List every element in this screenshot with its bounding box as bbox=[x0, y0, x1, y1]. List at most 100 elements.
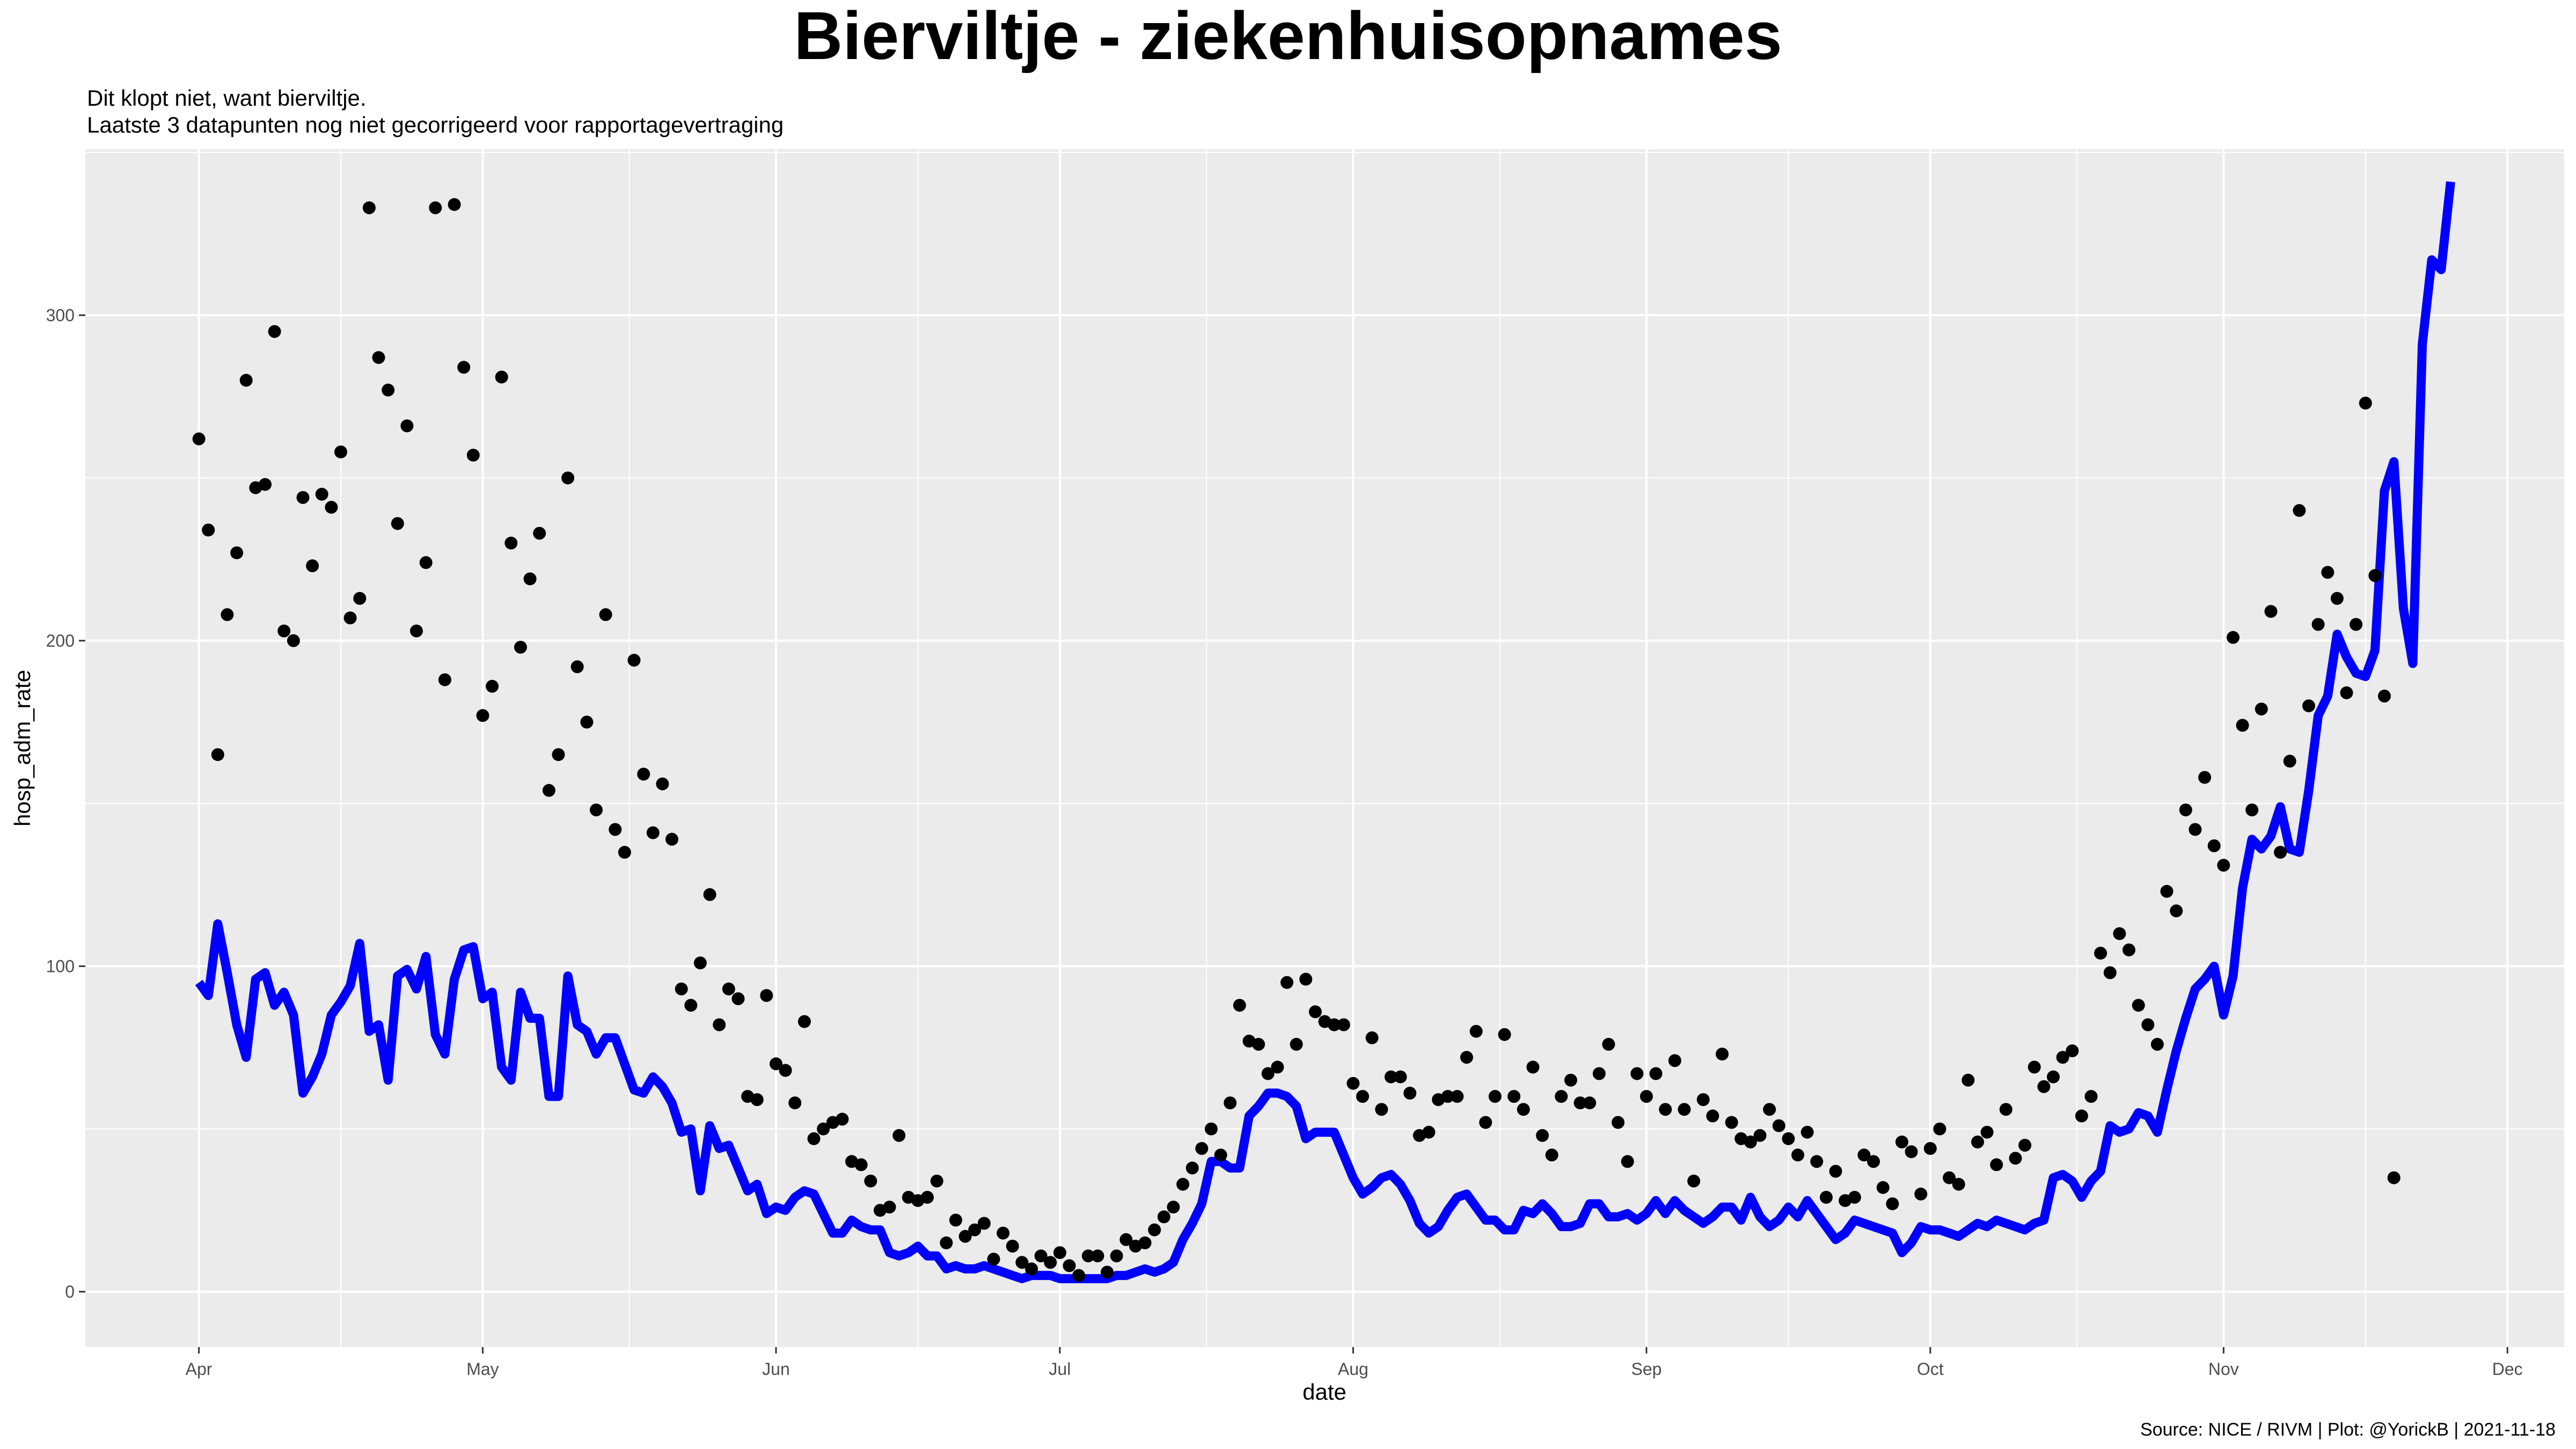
data-point bbox=[1479, 1116, 1492, 1129]
data-point bbox=[892, 1129, 906, 1142]
data-point bbox=[1592, 1067, 1606, 1080]
data-point bbox=[2321, 566, 2334, 579]
data-point bbox=[523, 572, 537, 586]
data-point bbox=[1980, 1125, 1994, 1139]
data-point bbox=[1119, 1233, 1133, 1246]
chart-caption: Source: NICE / RIVM | Plot: @YorickB | 2… bbox=[2140, 1419, 2556, 1440]
data-point bbox=[1025, 1262, 1038, 1276]
data-point bbox=[656, 777, 669, 791]
data-point bbox=[343, 611, 357, 625]
data-point bbox=[1053, 1246, 1066, 1260]
data-point bbox=[2207, 839, 2221, 852]
data-point bbox=[362, 201, 376, 215]
data-point bbox=[570, 660, 584, 674]
data-point bbox=[1583, 1096, 1597, 1110]
data-point bbox=[1905, 1145, 1918, 1159]
data-point bbox=[1299, 972, 1313, 986]
data-point bbox=[1148, 1223, 1161, 1236]
hospital-admissions-line bbox=[195, 181, 2455, 1284]
data-point bbox=[1744, 1135, 1757, 1148]
data-point bbox=[2264, 605, 2278, 618]
data-point bbox=[2141, 1018, 2155, 1031]
data-point bbox=[703, 888, 716, 901]
data-point bbox=[1829, 1165, 1842, 1178]
data-point bbox=[1233, 999, 1246, 1012]
data-point bbox=[1555, 1090, 1568, 1103]
data-point bbox=[2123, 943, 2135, 956]
data-point bbox=[277, 624, 291, 638]
data-point bbox=[883, 1201, 896, 1214]
data-point bbox=[760, 989, 773, 1002]
data-point bbox=[1923, 1142, 1937, 1155]
data-point bbox=[1356, 1090, 1369, 1103]
data-point bbox=[1063, 1259, 1076, 1272]
data-point bbox=[438, 673, 451, 686]
data-point bbox=[1034, 1249, 1048, 1263]
x-tick-label: May bbox=[466, 1359, 499, 1379]
data-point bbox=[1867, 1155, 1880, 1168]
data-point bbox=[221, 608, 234, 621]
data-point bbox=[448, 198, 461, 211]
data-point bbox=[1810, 1155, 1824, 1168]
data-point bbox=[2359, 397, 2372, 410]
data-point bbox=[1072, 1269, 1086, 1282]
y-tick-label: 100 bbox=[46, 956, 75, 976]
data-point bbox=[2350, 618, 2363, 631]
data-point bbox=[2103, 966, 2117, 979]
data-point bbox=[1006, 1240, 1019, 1253]
data-point bbox=[1526, 1060, 1540, 1074]
data-point bbox=[2217, 859, 2230, 872]
data-point bbox=[1176, 1177, 1190, 1191]
data-point bbox=[1706, 1109, 1719, 1123]
data-point bbox=[400, 419, 414, 433]
data-point bbox=[2274, 846, 2287, 859]
data-point bbox=[2066, 1044, 2079, 1058]
data-point bbox=[1110, 1249, 1123, 1263]
data-point bbox=[239, 374, 253, 387]
data-point bbox=[2150, 1037, 2164, 1051]
data-point bbox=[930, 1174, 943, 1188]
data-point bbox=[1488, 1090, 1502, 1103]
data-point bbox=[1857, 1148, 1871, 1162]
data-point bbox=[1696, 1093, 1710, 1106]
data-point bbox=[2189, 823, 2202, 836]
data-point bbox=[2037, 1080, 2051, 1093]
data-point bbox=[958, 1230, 972, 1243]
data-point bbox=[1195, 1142, 1209, 1155]
data-point bbox=[2179, 803, 2192, 817]
data-point bbox=[1612, 1116, 1624, 1129]
data-point bbox=[1716, 1048, 1729, 1061]
x-tick-label: Oct bbox=[1917, 1359, 1944, 1379]
data-point bbox=[2236, 719, 2249, 732]
data-point bbox=[1290, 1037, 1303, 1051]
data-point bbox=[533, 526, 546, 540]
data-point bbox=[1999, 1103, 2012, 1116]
chart-title: Bierviltje - ziekenhuisopnames bbox=[794, 0, 1782, 74]
data-point bbox=[949, 1213, 962, 1227]
data-point bbox=[1621, 1155, 1634, 1168]
data-point bbox=[2132, 999, 2145, 1012]
data-point bbox=[2378, 690, 2391, 702]
data-point bbox=[1848, 1191, 1861, 1204]
data-point bbox=[2311, 618, 2325, 631]
data-point bbox=[1422, 1125, 1436, 1139]
data-point bbox=[1933, 1122, 1946, 1136]
data-point bbox=[599, 608, 612, 621]
data-point bbox=[2227, 631, 2240, 644]
data-point bbox=[1498, 1028, 1511, 1041]
data-point bbox=[817, 1122, 830, 1136]
data-point bbox=[2368, 569, 2382, 582]
data-point bbox=[713, 1018, 726, 1031]
x-tick-label: Apr bbox=[186, 1359, 213, 1379]
line-series-layer bbox=[195, 181, 2455, 1284]
data-point bbox=[997, 1226, 1010, 1240]
data-point bbox=[457, 361, 471, 374]
data-point bbox=[429, 201, 442, 215]
data-point bbox=[1876, 1181, 1890, 1194]
data-point bbox=[2302, 699, 2315, 713]
data-point bbox=[1668, 1054, 1681, 1067]
data-point bbox=[968, 1223, 982, 1236]
data-point bbox=[1801, 1125, 1814, 1139]
data-point bbox=[1252, 1037, 1265, 1051]
data-point bbox=[486, 679, 499, 693]
